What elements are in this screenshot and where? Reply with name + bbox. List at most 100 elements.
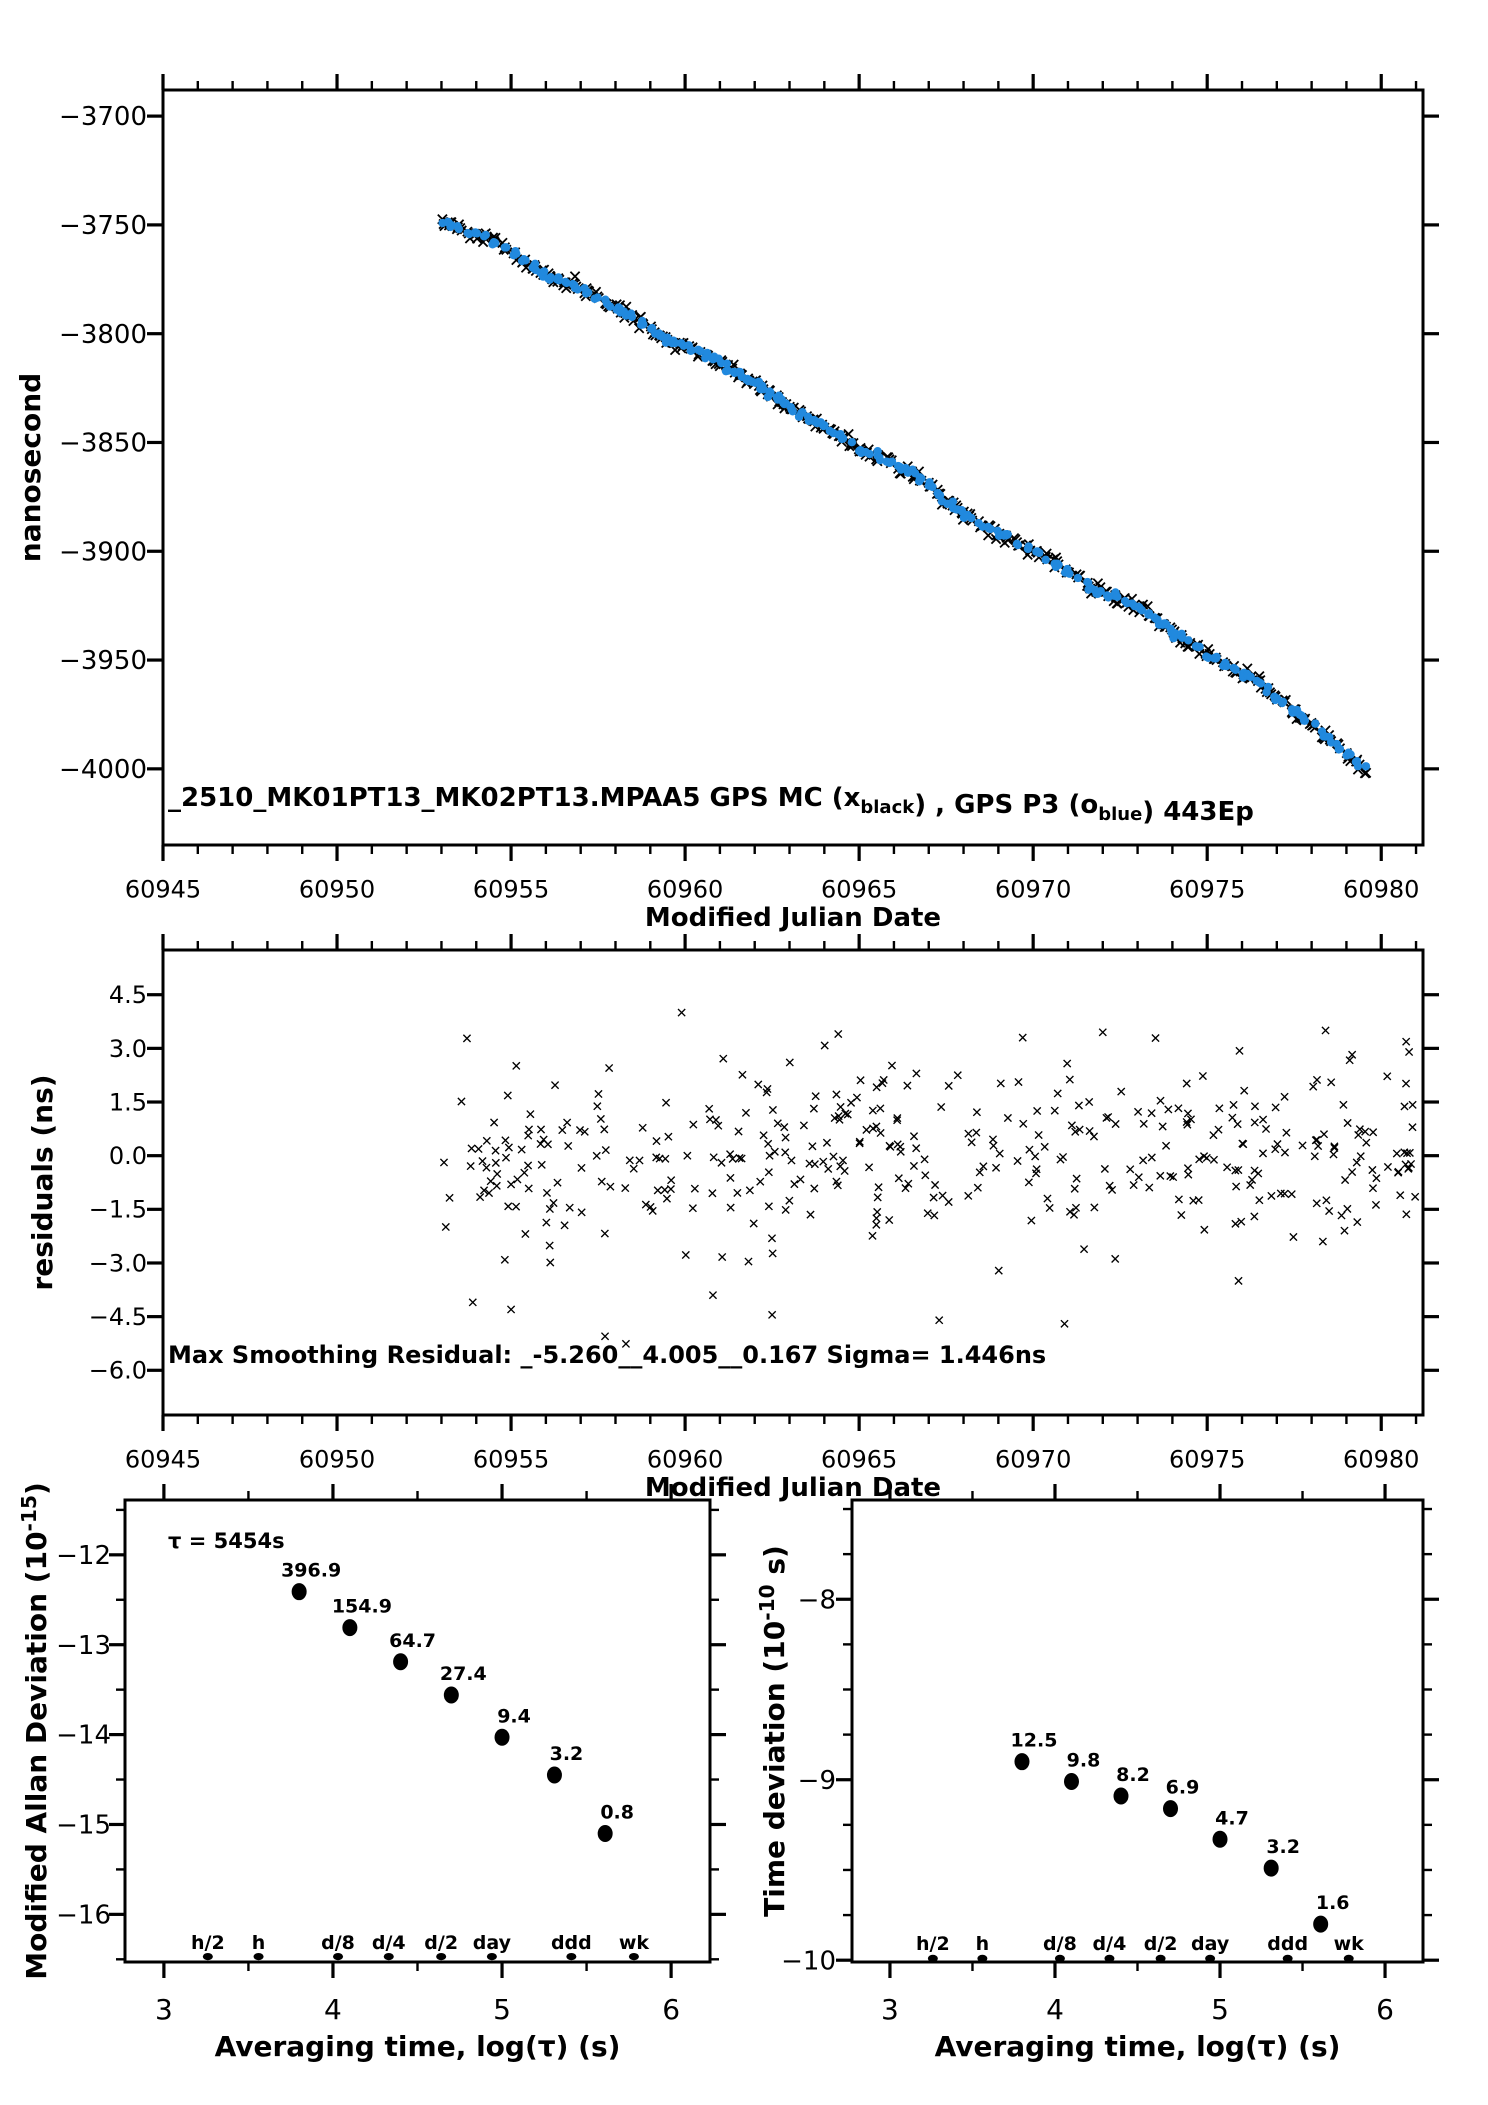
tau-marker-label: day [1191,1933,1230,1955]
phase-series-blue [438,217,1371,771]
plot-frame [161,948,1425,1417]
tdev-tau-markers: h/2 h d/8 d/4 d/2 day ddd wk [916,1933,1364,1962]
mdev-value-label: 27.4 [440,1663,487,1685]
x-tick-label: 60960 [647,1445,723,1473]
y-tick-label: −4000 [59,755,147,785]
y-tick-label: −9 [798,1766,836,1796]
residuals-chart: 60945 60950 60955 60960 60965 60970 60975 60980… [26,934,1439,1503]
y-axis-title: nanosecond [14,373,47,562]
y-tick-label: −3950 [59,646,147,676]
y-tick-label: −13 [56,1631,111,1661]
tdev-value-label: 3.2 [1266,1836,1300,1858]
tau-marker-label: d/2 [1144,1933,1178,1955]
y-tick-label: −3750 [59,211,147,241]
mdev-value-label: 0.8 [600,1801,634,1823]
y-tick-label: 0.0 [109,1142,147,1170]
x-tick-label: 60980 [1343,1445,1419,1473]
mdev-points: 396.9 154.9 64.727.4 9.4 3.2 0.8 [281,1560,634,1842]
mdev-data-point [342,1619,358,1637]
y-tick-label: −15 [56,1811,111,1841]
tau-marker-label: d/8 [1043,1933,1077,1955]
x-axis-title: Modified Julian Date [645,903,941,933]
y-tick-label: −6.0 [89,1357,147,1385]
x-axis-title: Modified Julian Date [645,1473,941,1503]
x-tick-label: 4 [1046,1993,1064,2026]
x-axis-title: Averaging time, log(τ) (s) [215,2030,621,2063]
tau-marker-label: day [473,1932,512,1954]
mdev-data-point [494,1728,510,1746]
x-axis-title: Averaging time, log(τ) (s) [935,2030,1341,2063]
x-tick-label: 60955 [473,1445,549,1473]
x-tick-label: 60965 [821,875,897,903]
y-tick-label: −14 [56,1721,111,1751]
x-tick-label: 60965 [821,1445,897,1473]
y-tick-label: −16 [56,1900,111,1930]
x-tick-label: 60970 [995,875,1071,903]
tau-marker-label: h/2 [916,1933,950,1955]
residual-stats-annotation: Max Smoothing Residual: _-5.260__4.005__… [168,1341,1046,1369]
y-axis-title: residuals (ns) [26,1074,59,1290]
x-tick-label: 60970 [995,1445,1071,1473]
mdev-data-point [597,1824,613,1842]
x-tick-label: 60945 [125,875,201,903]
tdev-value-label: 6.9 [1166,1777,1200,1799]
tau-marker-label: h/2 [191,1932,225,1954]
tdev-points: 12.5 9.8 8.2 6.9 4.7 3.2 1.6 [1011,1730,1350,1933]
x-tick-label: 3 [155,1993,173,2026]
y-tick-label: 4.5 [109,981,147,1009]
x-tick-label: 60980 [1343,875,1419,903]
x-tick-label: 60960 [647,875,723,903]
tau-marker-label: ddd [551,1932,592,1954]
y-tick-label: −4.5 [89,1303,147,1331]
phase-series-black [437,213,1372,779]
mdev-data-point [546,1766,562,1784]
x-tick-label: 4 [324,1993,342,2026]
mdev-value-label: 154.9 [332,1596,392,1618]
tdev-data-point [1313,1915,1329,1933]
y-tick-label: −3.0 [89,1249,147,1277]
plot-frame [123,1498,712,1964]
y-tick-label: −1.5 [89,1196,147,1224]
tau-marker-label: h [252,1932,266,1954]
tdev-data-point [1263,1859,1279,1877]
y-tick-label: 1.5 [109,1088,147,1116]
y-tick-label: −3900 [59,537,147,567]
x-tick-label: 60950 [299,875,375,903]
y-tick-label: −8 [798,1585,836,1615]
y-tick-label: −12 [56,1541,111,1571]
plot-frame [161,88,1425,847]
tau-marker-label: d/8 [321,1932,355,1954]
y-axis-title: Time deviation (10-10 s) [755,1545,791,1917]
tau-marker-label: d/2 [424,1932,458,1954]
x-tick-label: 6 [1376,1993,1394,2026]
phase-inline-title: _2510_MK01PT13_MK02PT13.MPAA5 GPS MC (xb… [168,783,1254,827]
x-tick-label: 60945 [125,1445,201,1473]
x-tick-label: 6 [662,1993,680,2026]
tau-marker-label: ddd [1267,1933,1308,1955]
tdev-value-label: 4.7 [1215,1807,1249,1829]
y-tick-label: −3850 [59,429,147,459]
x-tick-label: 60955 [473,875,549,903]
tdev-chart: 3 4 5 6 −8 −9 −10 Averaging time, log(τ) (s) Tim… [755,1484,1439,2063]
x-tick-label: 60975 [1169,875,1245,903]
tdev-value-label: 9.8 [1067,1750,1101,1772]
x-tick-label: 5 [493,1993,511,2026]
tdev-data-point [1063,1773,1079,1791]
x-tick-label: 60950 [299,1445,375,1473]
tdev-data-point [1212,1830,1228,1848]
y-tick-label: −3700 [59,102,147,132]
tau-marker-label: d/4 [1093,1933,1127,1955]
y-tick-label: −10 [781,1946,836,1976]
mdev-chart: 3 4 5 6 −12 −13 −14 −15 −16 Averaging time, log(τ… [17,1482,726,2063]
mdev-value-label: 9.4 [497,1705,531,1727]
tau-marker-label: wk [1334,1933,1365,1955]
tdev-data-point [1113,1787,1129,1805]
mdev-data-point [393,1653,409,1671]
mdev-data-point [291,1583,307,1601]
tau-marker-label: h [976,1933,990,1955]
mdev-value-label: 64.7 [389,1630,436,1652]
y-axis-title: Modified Allan Deviation (10-15) [17,1482,53,1980]
tdev-data-point [1163,1800,1179,1818]
